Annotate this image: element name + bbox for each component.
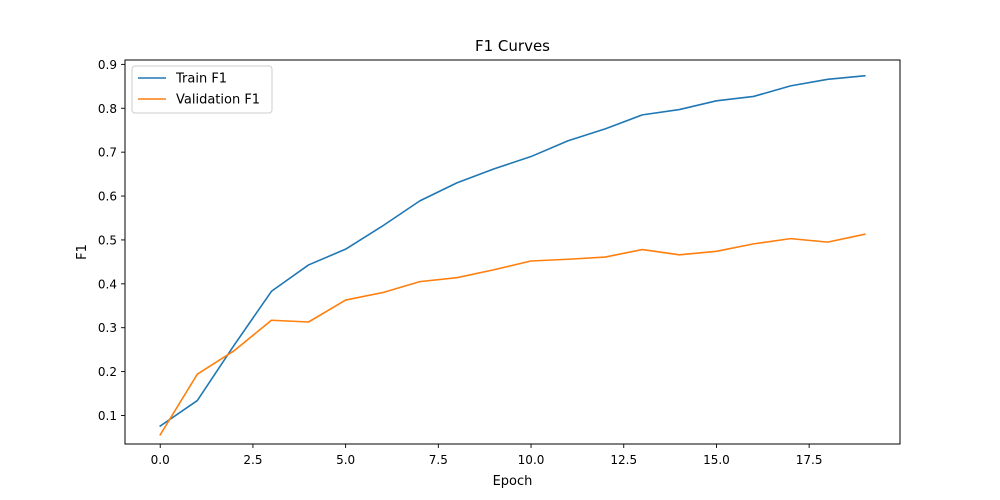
x-tick-label: 17.5: [796, 453, 823, 467]
series-line-validation-f1: [159, 233, 866, 436]
chart-title: F1 Curves: [475, 37, 550, 55]
axes-frame: [124, 59, 901, 445]
x-axis-ticks: 0.0 2.5 5.0 7.5 10.0 12.5 15.0 17.5: [151, 444, 823, 467]
y-tick-label: 0.7: [98, 146, 117, 160]
legend: Train F1 Validation F1: [131, 65, 273, 114]
legend-label-validation-f1: Validation F1: [176, 93, 260, 108]
y-tick-label: 0.4: [98, 277, 117, 291]
y-tick-label: 0.8: [98, 102, 117, 116]
y-tick-label: 0.2: [98, 365, 117, 379]
y-axis-label: F1: [75, 244, 90, 260]
y-axis-ticks: 0.1 0.2 0.3 0.4 0.5 0.6 0.7 0.8 0.9: [98, 58, 125, 423]
x-tick-label: 2.5: [243, 453, 262, 467]
x-tick-label: 5.0: [336, 453, 355, 467]
x-tick-label: 7.5: [429, 453, 448, 467]
plot-area: [159, 74, 866, 436]
series-line-train-f1: [159, 74, 866, 428]
x-tick-label: 12.5: [610, 453, 637, 467]
x-tick-label: 10.0: [518, 453, 545, 467]
legend-label-train-f1: Train F1: [175, 72, 227, 87]
x-axis-label: Epoch: [493, 474, 533, 489]
y-tick-label: 0.6: [98, 190, 117, 204]
y-tick-label: 0.5: [98, 233, 117, 247]
x-tick-label: 0.0: [151, 453, 170, 467]
y-tick-label: 0.1: [98, 409, 117, 423]
y-tick-label: 0.9: [98, 58, 117, 72]
y-tick-label: 0.3: [98, 321, 117, 335]
x-tick-label: 15.0: [703, 453, 730, 467]
legend-box: [131, 65, 273, 114]
